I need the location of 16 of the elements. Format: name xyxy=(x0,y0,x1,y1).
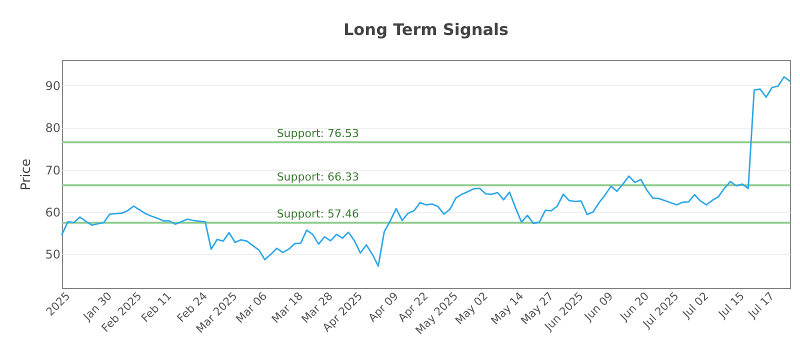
x-tick-label: Jul 15 xyxy=(715,290,748,322)
ref-line-label: Support: 57.46 xyxy=(276,208,360,221)
ref-line-label: Support: 66.33 xyxy=(276,170,360,184)
ref-line-label: Support: 76.53 xyxy=(276,127,360,140)
y-axis-title: Price xyxy=(19,158,34,190)
x-tick-label: Jun 09 xyxy=(581,290,616,324)
y-tick-label: 90 xyxy=(45,78,60,93)
y-tick-label: 80 xyxy=(45,121,60,136)
x-tick-label: Jul 17 xyxy=(745,290,777,322)
line-series xyxy=(61,76,791,267)
y-tick-label: 70 xyxy=(45,163,60,178)
chart-title: Long Term Signals xyxy=(343,20,509,39)
x-tick-label: Jul 02 xyxy=(680,290,712,322)
y-tick-label: 50 xyxy=(45,248,60,262)
x-tick-label: Apr 09 xyxy=(366,290,401,325)
y-tick-label: 60 xyxy=(45,206,60,220)
